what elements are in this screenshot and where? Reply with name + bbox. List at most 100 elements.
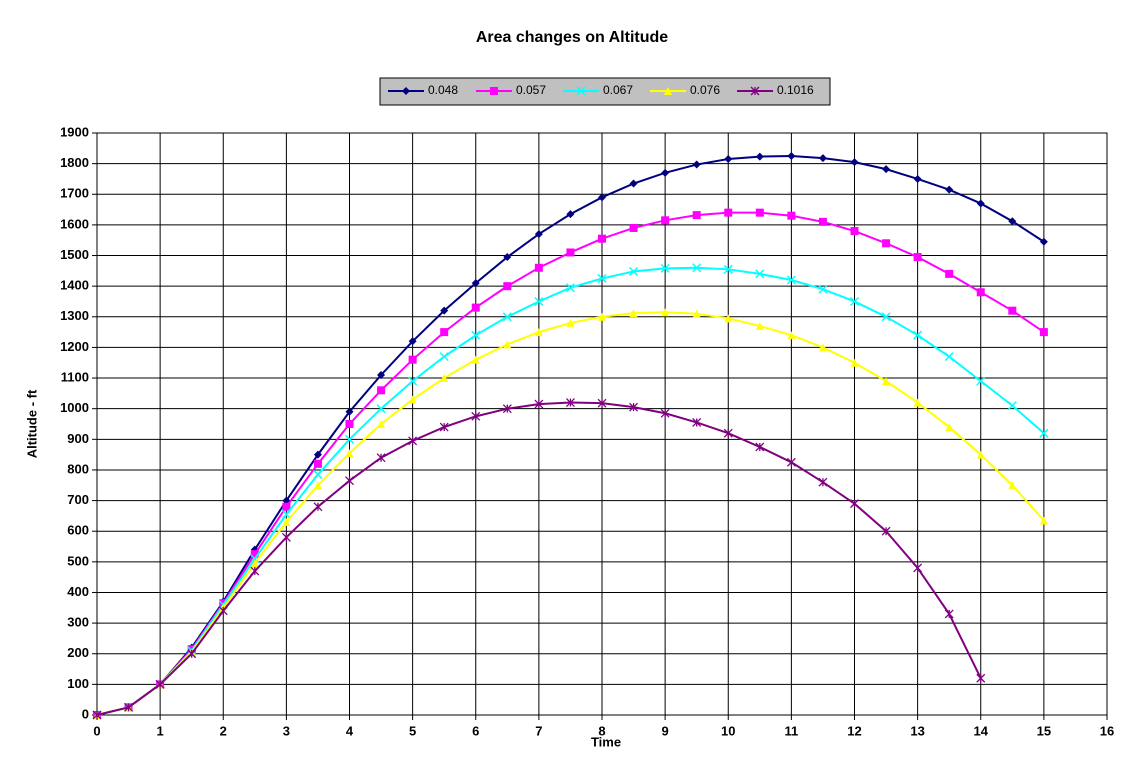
marker [724,314,733,323]
legend-label: 0.1016 [777,83,814,97]
marker [786,457,796,467]
marker [787,331,796,340]
legend-label: 0.048 [428,83,458,97]
marker [440,306,449,315]
x-tick-label: 5 [409,723,416,738]
marker [976,673,986,683]
y-tick-label: 1300 [60,308,89,323]
marker [345,476,354,486]
marker [282,502,291,511]
y-tick-label: 0 [82,706,89,721]
marker [755,152,764,161]
marker [345,449,354,458]
marker [345,420,354,428]
marker [534,296,544,307]
marker [692,160,701,169]
marker [1039,237,1048,246]
marker [692,211,701,220]
marker [850,227,859,236]
chart-title: Area changes on Altitude [476,29,668,46]
y-tick-label: 900 [67,431,89,446]
x-tick-label: 4 [346,723,354,738]
y-tick-label: 300 [67,615,89,630]
marker [818,477,828,487]
marker [913,174,922,183]
legend-label: 0.067 [603,83,633,97]
marker [534,399,544,409]
marker [598,193,606,202]
y-tick-label: 1000 [60,400,89,415]
marker [565,398,575,408]
legend-label: 0.057 [516,83,546,97]
marker [629,223,638,232]
marker [471,330,481,340]
marker [503,253,512,262]
marker [440,374,449,383]
marker [566,210,575,219]
marker [565,283,575,293]
marker [408,337,417,346]
marker [692,309,701,318]
marker [281,509,291,519]
marker [755,321,764,330]
marker [755,442,765,452]
marker [850,499,859,509]
marker [724,208,733,217]
marker [250,559,259,568]
marker [313,502,323,512]
marker [439,422,449,432]
marker [598,312,606,321]
marker [313,481,322,490]
marker [155,679,165,689]
marker [818,217,827,226]
marker [723,264,733,274]
marker [661,168,670,177]
x-tick-label: 6 [472,723,479,738]
marker [502,312,512,322]
marker [818,154,827,163]
marker [597,273,607,284]
y-tick-label: 1100 [61,369,89,384]
x-tick-label: 10 [721,723,735,738]
marker [723,428,733,438]
marker [313,450,322,459]
marker [502,404,512,414]
marker [787,211,796,220]
x-tick-label: 0 [93,723,100,738]
y-tick-label: 800 [67,461,89,476]
marker [281,532,291,542]
x-axis-label: Time [591,734,621,749]
marker [882,165,891,174]
x-tick-label: 12 [847,723,861,738]
marker [1039,328,1048,337]
y-axis-label: Altitude - ft [24,389,39,458]
x-tick-label: 13 [910,723,924,738]
y-tick-label: 1900 [60,124,89,139]
marker [755,208,764,217]
marker [598,234,606,243]
marker [945,269,954,278]
marker [660,263,670,273]
marker [1007,401,1017,411]
marker [313,470,323,480]
marker [471,355,480,364]
marker [376,404,386,414]
marker [408,395,417,404]
marker [187,649,197,659]
marker [944,609,954,619]
marker [534,328,543,337]
marker [282,518,291,527]
marker [250,566,260,576]
marker [402,87,410,95]
marker [913,563,923,573]
x-tick-label: 11 [785,723,799,738]
marker [787,151,796,160]
marker [124,702,134,712]
y-tick-label: 200 [67,645,89,660]
marker [597,398,607,408]
marker [818,343,827,352]
marker [408,376,418,386]
marker [344,434,355,444]
marker [755,269,765,279]
